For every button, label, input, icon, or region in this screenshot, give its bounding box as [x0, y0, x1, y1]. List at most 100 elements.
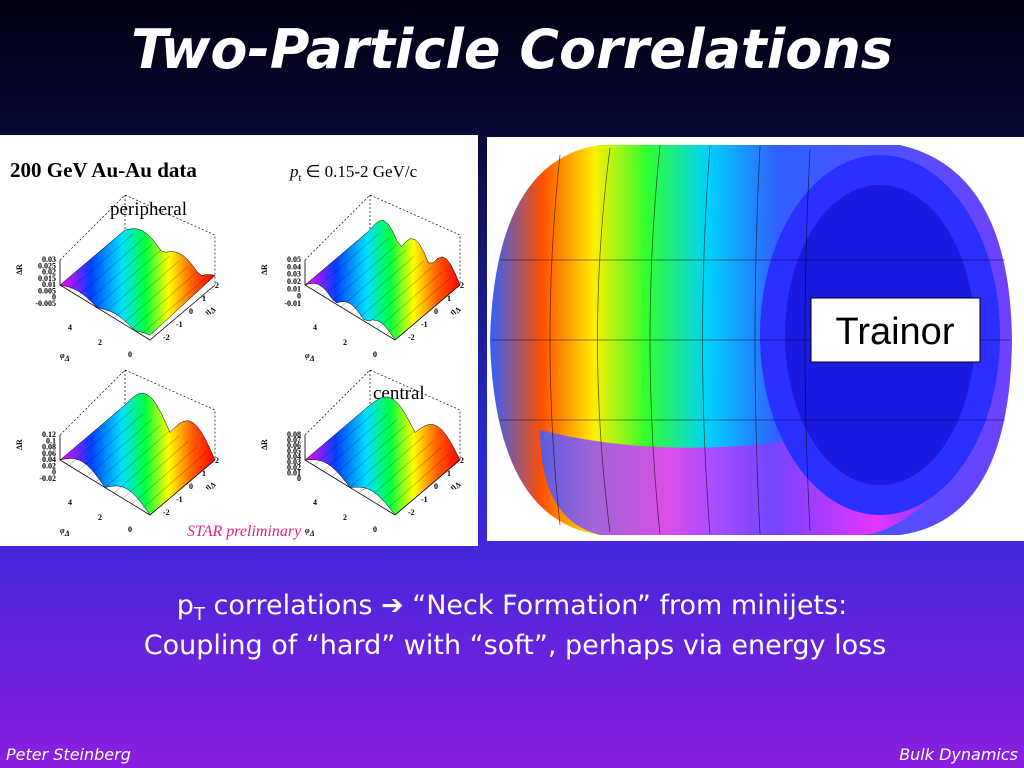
peripheral-label: peripheral: [110, 199, 187, 220]
y-tick-label: 0.005: [38, 286, 56, 295]
y-tick-label: 0.01: [42, 280, 56, 289]
surface-mesh: [322, 413, 389, 472]
eta-symbol: η: [203, 307, 213, 317]
eta-tick-label: -1: [421, 320, 428, 329]
phi-tick-label: 4: [68, 323, 72, 332]
eta-tick-label: 1: [447, 469, 451, 478]
y-tick-label: 0.01: [287, 284, 301, 293]
surface-mesh: [385, 277, 452, 335]
annotation-box: [810, 297, 981, 363]
surface-mesh: [140, 452, 207, 510]
eta-subscript: Δ: [452, 305, 463, 315]
cut-symbol: p: [289, 162, 299, 181]
phi-tick-label: 4: [313, 323, 317, 332]
y-tick-label: 0.025: [38, 261, 56, 270]
y-tick-label: 0.05: [287, 447, 301, 456]
y-axis-label: ΔR: [260, 439, 269, 450]
footer-left: Peter Steinberg: [6, 745, 131, 764]
surface-mesh: [322, 238, 389, 297]
phi-subscript: Δ: [309, 529, 315, 538]
surface-plot: ΔR0.050.040.030.020.010-0.01420φΔ210-1-2…: [260, 194, 464, 363]
eta-symbol: η: [448, 307, 458, 317]
surface-mesh: [358, 260, 425, 319]
y-tick-label: 0.12: [42, 430, 56, 439]
eta-tick-label: -1: [176, 320, 183, 329]
eta-tick-label: 0: [189, 307, 193, 316]
preliminary-box: [178, 518, 338, 542]
phi-subscript: Δ: [64, 529, 70, 538]
eta-tick-label: -2: [408, 508, 415, 517]
phi-symbol: φ: [60, 526, 65, 535]
surface-mesh: [349, 255, 416, 313]
y-tick-label: 0.02: [42, 461, 56, 470]
surface-mesh: [95, 424, 162, 483]
y-tick-label: 0.01: [287, 469, 301, 478]
phi-tick-label: 0: [128, 350, 132, 359]
plot-axes: [304, 435, 461, 516]
y-tick-label: 0.02: [42, 268, 56, 277]
phi-axis-label: φΔ: [305, 351, 315, 363]
y-tick-label: 0.03: [287, 270, 301, 279]
eta-tick-label: 1: [202, 294, 206, 303]
surface-plot: ΔR0.080.070.060.050.040.030.020.010420φΔ…: [260, 369, 464, 538]
y-tick-label: -0.01: [284, 299, 301, 308]
surface-mesh: [131, 446, 198, 505]
y-axis-label: ΔR: [15, 439, 24, 450]
caption-line-2: Coupling of “hard” with “soft”, perhaps …: [144, 630, 887, 661]
surface-mesh: [104, 255, 171, 313]
y-tick-label: 0.05: [287, 255, 301, 264]
phi-tick-label: 4: [68, 498, 72, 507]
figure: 200 GeV Au-Au data pt ∈ 0.15-2 GeV/c peri…: [0, 135, 478, 546]
surface-mesh: [340, 424, 407, 483]
eta-tick-label: 2: [215, 456, 219, 465]
surface-mesh: [385, 452, 452, 510]
surface-plot: ΔR0.120.10.080.060.040.020-0.02420φΔ210-…: [15, 369, 219, 538]
surface-mesh: [313, 408, 380, 466]
y-tick-label: 0: [297, 474, 301, 483]
caption-line-1: pT correlations ➔ “Neck Formation” from …: [177, 590, 847, 625]
surface-mesh: [122, 266, 189, 324]
eta-tick-label: -2: [163, 508, 170, 517]
surface-mesh: [77, 413, 144, 472]
surface-mesh: [376, 446, 443, 505]
y-tick-label: 0.04: [287, 262, 301, 271]
surface-mesh: [86, 244, 153, 302]
eta-tick-label: 2: [215, 281, 219, 290]
phi-symbol: φ: [305, 526, 310, 535]
torus-figure: Trainor: [487, 137, 1024, 541]
cut-subscript: t: [299, 172, 302, 184]
footer-right: Bulk Dynamics: [899, 745, 1018, 764]
eta-subscript: Δ: [207, 305, 218, 315]
y-tick-label: 0.06: [42, 449, 56, 458]
eta-symbol: η: [448, 482, 458, 492]
slide-title: Two-Particle Correlations: [131, 18, 893, 81]
y-tick-label: 0.02: [287, 277, 301, 286]
surface-mesh: [313, 233, 380, 291]
phi-tick-label: 2: [98, 338, 102, 347]
y-tick-label: 0.03: [287, 458, 301, 467]
torus-mesh: [492, 145, 1010, 535]
cut-range: ∈ 0.15-2 GeV/c: [306, 162, 418, 181]
eta-subscript: Δ: [452, 480, 463, 490]
surface-mesh: [68, 408, 135, 466]
phi-axis-label: φΔ: [305, 526, 315, 538]
y-tick-label: 0.03: [42, 255, 56, 264]
eta-axis-label: ηΔ: [448, 303, 463, 318]
eta-tick-label: 2: [460, 281, 464, 290]
surface-mesh: [349, 430, 416, 488]
phi-symbol: φ: [60, 351, 65, 360]
surface-mesh: [77, 238, 144, 297]
surface-plot: ΔR0.030.0250.020.0150.010.0050-0.005420φ…: [15, 194, 219, 363]
eta-tick-label: -1: [421, 495, 428, 504]
phi-symbol: φ: [305, 351, 310, 360]
phi-tick-label: 2: [98, 513, 102, 522]
plot-axes: [59, 260, 216, 341]
phi-axis-label: φΔ: [60, 351, 70, 363]
y-tick-label: 0: [52, 293, 56, 302]
dataset-label: 200 GeV Au-Au data: [10, 158, 197, 182]
y-axis-label: ΔR: [15, 264, 24, 275]
eta-symbol: η: [203, 482, 213, 492]
eta-tick-label: 1: [202, 469, 206, 478]
